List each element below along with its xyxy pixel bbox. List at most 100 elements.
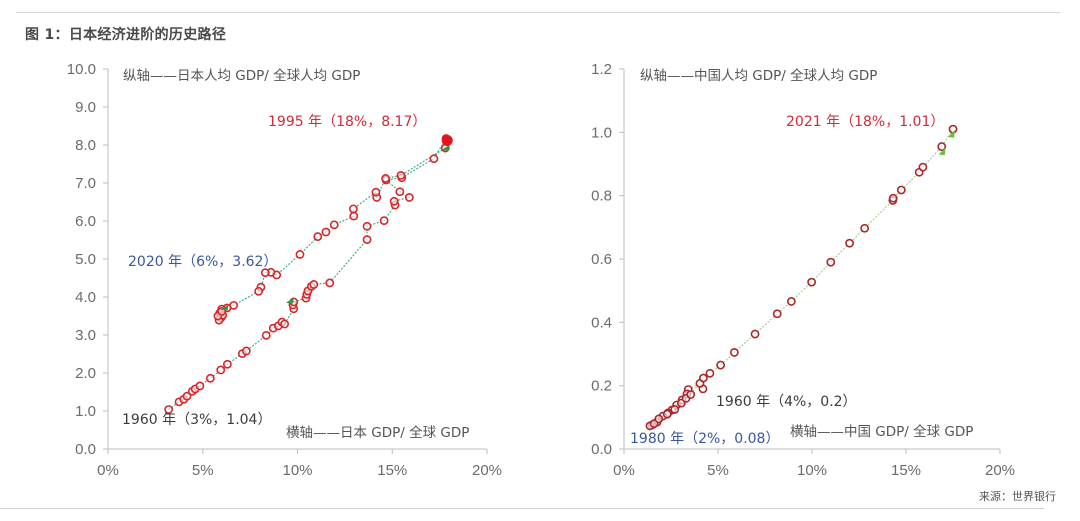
japan-plot: 0.0 1.0 2.0 3.0 4.0 5.0 6.0 7.0 8.0 9.0 10.0 0% 5% 10… bbox=[67, 61, 502, 479]
china-data-point bbox=[888, 193, 898, 203]
china-data-point bbox=[705, 368, 715, 378]
top-rule bbox=[16, 12, 1060, 13]
japan-data-point bbox=[313, 232, 323, 241]
china-annotation-2021: 2021 年（18%，1.01） bbox=[786, 114, 944, 130]
china-data-point bbox=[807, 277, 817, 287]
china-y-tick-label: 0.2 bbox=[591, 378, 612, 395]
japan-y-tick-label: 1.0 bbox=[75, 403, 96, 420]
china-data-point bbox=[948, 124, 958, 134]
japan-data-point bbox=[164, 405, 174, 414]
china-arrow-marker bbox=[938, 147, 946, 156]
china-data-point bbox=[686, 390, 696, 399]
japan-data-point bbox=[349, 204, 358, 214]
japan-y-tick-label: 9.0 bbox=[75, 99, 96, 116]
japan-data-point bbox=[195, 381, 205, 391]
japan-highlight-point bbox=[441, 134, 453, 146]
japan-data-point bbox=[321, 227, 331, 237]
japan-data-point bbox=[429, 154, 439, 164]
japan-data-point bbox=[216, 365, 226, 375]
china-y-axis-title: 纵轴——中国人均 GDP/ 全球人均 GDP bbox=[640, 67, 877, 84]
japan-annotation-1960: 1960 年（3%，1.04） bbox=[122, 412, 271, 428]
japan-y-tick-label: 0.0 bbox=[75, 441, 96, 458]
japan-data-point bbox=[381, 174, 391, 183]
figure-title: 图 1：日本经济进阶的历史路径 bbox=[25, 27, 227, 43]
china-x-tick-label: 20% bbox=[985, 462, 1015, 479]
japan-data-point bbox=[182, 391, 192, 401]
china-data-point bbox=[896, 185, 906, 195]
japan-x-tick-label: 10% bbox=[282, 462, 312, 479]
japan-data-point bbox=[222, 359, 232, 369]
japan-y-tick-label: 7.0 bbox=[75, 175, 96, 192]
china-x-tick-label: 10% bbox=[797, 462, 827, 479]
china-data-point bbox=[937, 142, 947, 151]
japan-data-point bbox=[349, 211, 359, 221]
china-y-tick-label: 0.0 bbox=[591, 441, 612, 458]
japan-annotation-1995: 1995 年（18%，8.17） bbox=[268, 114, 426, 130]
japan-data-point bbox=[396, 170, 406, 180]
china-data-point bbox=[860, 223, 870, 233]
japan-y-tick-label: 8.0 bbox=[75, 137, 96, 154]
source-note: 来源：世界银行 bbox=[979, 490, 1056, 503]
china-data-point bbox=[826, 257, 836, 267]
china-x-tick-label: 5% bbox=[707, 462, 729, 479]
japan-y-tick-label: 3.0 bbox=[75, 327, 96, 344]
japan-x-axis-title: 横轴——日本 GDP/ 全球 GDP bbox=[286, 424, 469, 441]
china-data-point bbox=[654, 414, 664, 424]
china-y-tick-label: 0.8 bbox=[591, 188, 612, 205]
china-x-tick-label: 15% bbox=[891, 462, 921, 479]
china-series-line-0 bbox=[649, 128, 954, 427]
japan-data-point bbox=[241, 346, 251, 356]
bottom-rule bbox=[0, 508, 1044, 509]
japan-arrow-marker bbox=[285, 297, 294, 304]
china-annotation-1980: 1980 年（2%，0.08） bbox=[630, 431, 779, 447]
japan-y-axis-title: 纵轴——日本人均 GDP/ 全球人均 GDP bbox=[123, 67, 360, 84]
japan-y-tick-label: 6.0 bbox=[75, 213, 96, 230]
japan-data-point bbox=[280, 319, 290, 329]
china-data-point bbox=[716, 360, 726, 370]
china-data-point bbox=[786, 297, 796, 306]
china-data-point bbox=[772, 309, 782, 319]
china-data-point bbox=[662, 409, 672, 419]
japan-series-line-1 bbox=[216, 147, 446, 321]
japan-data-point bbox=[404, 193, 414, 202]
china-y-tick-label: 0.4 bbox=[591, 314, 612, 331]
china-x-tick-label: 0% bbox=[613, 462, 635, 479]
japan-data-point bbox=[205, 373, 215, 383]
japan-y-tick-label: 5.0 bbox=[75, 251, 96, 268]
japan-data-point bbox=[261, 330, 271, 340]
china-annotation-1960: 1960 年（4%，0.2） bbox=[716, 394, 857, 410]
japan-x-tick-label: 0% bbox=[97, 462, 119, 479]
japan-data-point bbox=[254, 286, 264, 296]
japan-data-point bbox=[362, 221, 372, 231]
japan-data-point bbox=[362, 235, 372, 245]
china-data-point bbox=[670, 405, 680, 414]
japan-annotation-2020: 2020 年（6%，3.62） bbox=[128, 254, 277, 270]
japan-y-tick-label: 4.0 bbox=[75, 289, 96, 306]
china-y-tick-label: 1.2 bbox=[591, 61, 612, 78]
china-y-tick-label: 1.0 bbox=[591, 124, 612, 141]
china-arrow-marker bbox=[948, 129, 956, 138]
china-data-point bbox=[750, 329, 760, 339]
japan-arrow-marker bbox=[220, 304, 229, 311]
japan-y-tick-label: 10.0 bbox=[67, 61, 96, 78]
china-data-point bbox=[918, 162, 928, 172]
japan-arrow-marker bbox=[441, 145, 450, 152]
japan-x-tick-label: 15% bbox=[377, 462, 407, 479]
japan-data-point bbox=[329, 220, 339, 230]
china-y-tick-label: 0.6 bbox=[591, 251, 612, 268]
japan-x-tick-label: 5% bbox=[192, 462, 214, 479]
japan-data-point bbox=[309, 280, 319, 289]
japan-data-point bbox=[260, 268, 270, 278]
japan-data-point bbox=[389, 196, 399, 206]
japan-data-point bbox=[379, 216, 389, 226]
china-data-point bbox=[698, 373, 708, 383]
china-data-point bbox=[845, 238, 854, 248]
japan-x-tick-label: 20% bbox=[472, 462, 502, 479]
japan-data-point bbox=[325, 278, 335, 288]
japan-y-tick-label: 2.0 bbox=[75, 365, 96, 382]
japan-data-point bbox=[295, 250, 305, 259]
japan-data-point bbox=[395, 187, 405, 197]
china-plot: 0.0 0.2 0.4 0.6 0.8 1.0 1.2 0% 5% 10% 15% 20% bbox=[591, 61, 1015, 479]
china-data-point bbox=[729, 348, 739, 357]
